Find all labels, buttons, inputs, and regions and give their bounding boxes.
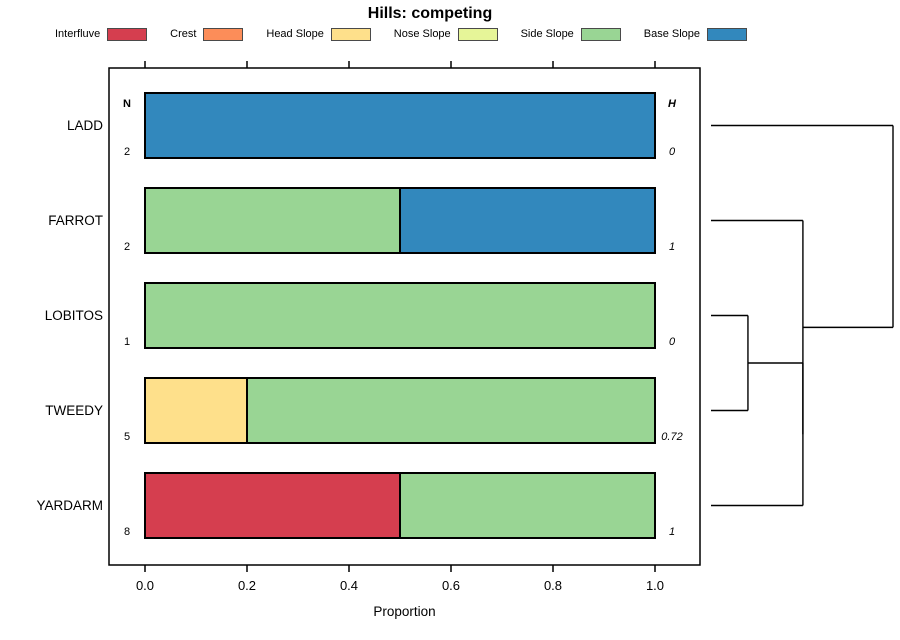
row-h-value: 0 <box>669 146 676 158</box>
legend-swatch <box>203 27 244 41</box>
row-n-value: 5 <box>124 431 130 443</box>
row-h-value: 0 <box>669 336 676 348</box>
row-n-value: 2 <box>124 241 130 253</box>
row-label: TWEEDY <box>45 403 103 418</box>
x-axis-title: Proportion <box>373 604 436 619</box>
row-h-value: 1 <box>669 526 675 538</box>
bar-segment-side-slope <box>399 472 656 539</box>
legend-label: Base Slope <box>643 28 700 40</box>
row-label: LADD <box>67 118 103 133</box>
row-n-value: 2 <box>124 146 130 158</box>
row-label: YARDARM <box>36 498 103 513</box>
legend-label: Nose Slope <box>393 28 451 40</box>
x-axis-tick-label: 1.0 <box>646 578 664 593</box>
legend-item: Nose Slope <box>393 27 498 41</box>
x-axis-tick-label: 0.6 <box>442 578 460 593</box>
legend: Interfluve Crest Head Slope Nose Slope Side … <box>55 26 747 42</box>
row-label: FARROT <box>48 213 103 228</box>
row-n-value: 1 <box>124 336 130 348</box>
bar-segment-side-slope <box>144 187 401 254</box>
legend-item: Base Slope <box>643 27 747 41</box>
legend-swatch <box>707 27 747 41</box>
bar-segment-head-slope <box>144 377 248 444</box>
legend-item: Crest <box>170 27 244 41</box>
n-column-header: N <box>123 98 131 110</box>
legend-swatch <box>580 27 621 41</box>
row-h-value: 1 <box>669 241 675 253</box>
legend-item: Side Slope <box>520 27 621 41</box>
chart-title: Hills: competing <box>367 5 493 22</box>
plot-box <box>108 67 701 566</box>
legend-swatch <box>107 27 148 41</box>
bar-segment-base-slope <box>144 92 656 159</box>
row-h-value: 0.72 <box>661 431 682 443</box>
x-axis-tick-label: 0.8 <box>544 578 562 593</box>
h-column-header: H <box>668 98 677 110</box>
x-axis-tick-label: 0.0 <box>136 578 154 593</box>
legend-label: Crest <box>170 28 197 40</box>
legend-label: Interfluve <box>55 28 101 40</box>
legend-swatch <box>330 27 371 41</box>
bar-segment-base-slope <box>399 187 656 254</box>
legend-label: Side Slope <box>520 28 574 40</box>
legend-item: Head Slope <box>266 27 371 41</box>
bar-segment-side-slope <box>246 377 656 444</box>
legend-swatch <box>457 27 498 41</box>
x-axis-tick-label: 0.2 <box>238 578 256 593</box>
legend-item: Interfluve <box>55 27 148 41</box>
row-label: LOBITOS <box>45 308 103 323</box>
bar-segment-interfluve <box>144 472 401 539</box>
bar-segment-side-slope <box>144 282 656 349</box>
legend-label: Head Slope <box>266 28 324 40</box>
x-axis-tick-label: 0.4 <box>340 578 358 593</box>
row-n-value: 8 <box>124 526 130 538</box>
